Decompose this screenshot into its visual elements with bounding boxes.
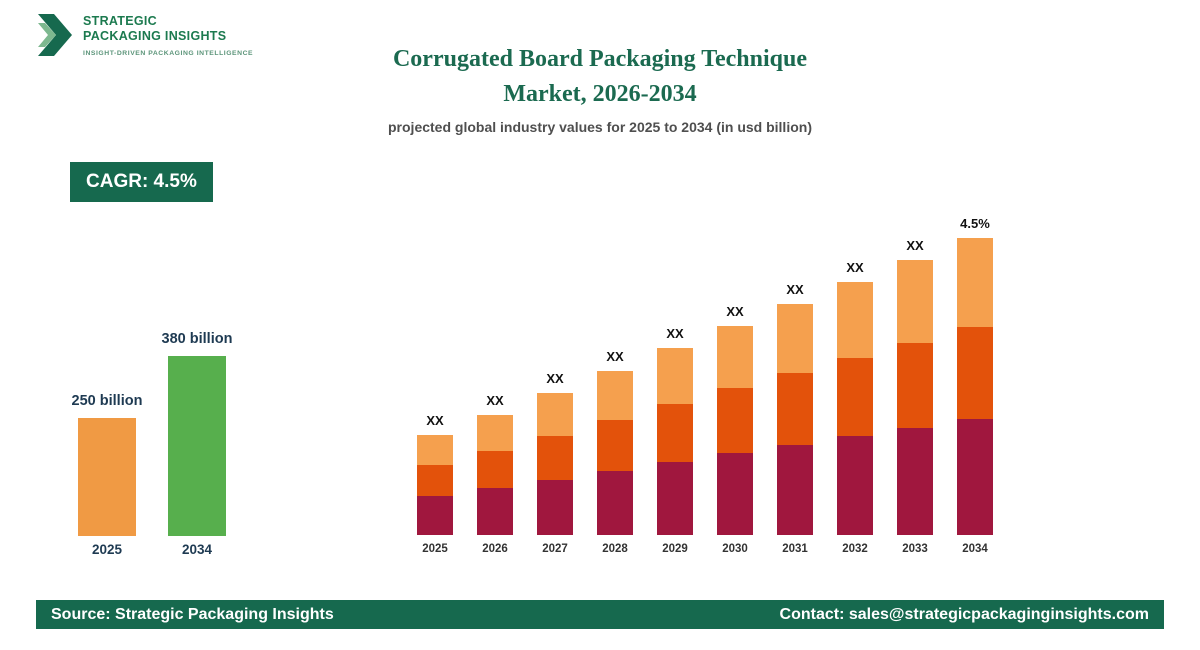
segment-middle <box>537 436 573 480</box>
stacked-bar <box>657 348 693 535</box>
segment-top <box>957 238 993 327</box>
stacked-bar <box>897 260 933 535</box>
summary-year-label: 2025 <box>91 542 123 557</box>
segment-middle <box>777 373 813 445</box>
segment-bottom <box>717 453 753 535</box>
stacked-bar-group: XX 2031 <box>765 282 825 557</box>
segment-bottom <box>837 436 873 535</box>
stacked-bar-group: XX 2032 <box>825 260 885 557</box>
year-label: 2030 <box>722 543 748 555</box>
segment-middle <box>597 420 633 471</box>
segment-bottom <box>417 496 453 535</box>
segment-middle <box>717 388 753 453</box>
segment-top <box>837 282 873 358</box>
segment-top <box>537 393 573 436</box>
bar-top-label: XX <box>606 349 624 364</box>
bar-top-label: 4.5% <box>960 216 990 231</box>
segment-middle <box>477 451 513 488</box>
footer-source: Source: Strategic Packaging Insights <box>51 605 334 623</box>
year-label: 2025 <box>422 543 448 555</box>
stacked-bar <box>957 238 993 535</box>
footer-contact: Contact: sales@strategicpackaginginsight… <box>779 605 1149 623</box>
summary-value-label: 250 billion <box>71 393 143 409</box>
projection-stacked-chart: XX 2025 XX 2026 XX 2027 XX 2028 XX 2029 XX 2030 XX 20… <box>405 216 1005 557</box>
stacked-bar-group: XX 2033 <box>885 238 945 557</box>
segment-bottom <box>477 488 513 535</box>
stacked-bar-group: 4.5% 2034 <box>945 216 1005 557</box>
year-label: 2031 <box>782 543 808 555</box>
summary-year-label: 2034 <box>181 542 213 557</box>
bar-top-label: XX <box>846 260 864 275</box>
bar-top-label: XX <box>546 371 564 386</box>
stacked-bar-group: XX 2030 <box>705 304 765 557</box>
year-label: 2028 <box>602 543 628 555</box>
logo: STRATEGIC PACKAGING INSIGHTS INSIGHT-DRI… <box>36 12 253 63</box>
segment-bottom <box>597 471 633 535</box>
stacked-bar <box>777 304 813 535</box>
segment-bottom <box>537 480 573 535</box>
summary-bar-group: 250 billion 2025 <box>72 393 143 559</box>
summary-bar <box>168 356 226 536</box>
year-label: 2026 <box>482 543 508 555</box>
stacked-bar-group: XX 2027 <box>525 371 585 557</box>
segment-middle <box>957 327 993 419</box>
segment-top <box>477 415 513 451</box>
segment-top <box>657 348 693 404</box>
segment-top <box>777 304 813 373</box>
segment-top <box>717 326 753 388</box>
segment-top <box>417 435 453 465</box>
stacked-bar-group: XX 2028 <box>585 349 645 557</box>
footer-bar: Source: Strategic Packaging Insights Con… <box>36 600 1164 629</box>
stacked-bar <box>597 371 633 535</box>
bar-top-label: XX <box>486 393 504 408</box>
summary-value-label: 380 billion <box>161 331 233 347</box>
stacked-bar-group: XX 2029 <box>645 326 705 557</box>
stacked-bar-group: XX 2026 <box>465 393 525 557</box>
segment-top <box>897 260 933 343</box>
stacked-bar <box>477 415 513 535</box>
page-title-line-2: Market, 2026-2034 <box>503 81 697 107</box>
summary-chart: 250 billion 2025 380 billion 2034 <box>72 331 233 559</box>
logo-line-2: PACKAGING INSIGHTS <box>83 29 227 43</box>
segment-middle <box>417 465 453 496</box>
header: Corrugated Board Packaging Technique Mar… <box>0 42 1200 135</box>
segment-bottom <box>957 419 993 535</box>
bar-top-label: XX <box>786 282 804 297</box>
bar-top-label: XX <box>666 326 684 341</box>
logo-text: STRATEGIC PACKAGING INSIGHTS INSIGHT-DRI… <box>83 12 253 57</box>
segment-top <box>597 371 633 420</box>
stacked-bar <box>417 435 453 535</box>
year-label: 2029 <box>662 543 688 555</box>
page-title-line-1: Corrugated Board Packaging Technique <box>392 46 808 72</box>
cagr-badge: CAGR: 4.5% <box>70 162 213 202</box>
segment-bottom <box>657 462 693 535</box>
bar-top-label: XX <box>426 413 444 428</box>
segment-middle <box>837 358 873 436</box>
bar-top-label: XX <box>906 238 924 253</box>
summary-bar <box>78 418 136 536</box>
year-label: 2027 <box>542 543 568 555</box>
logo-line-1: STRATEGIC <box>83 14 157 28</box>
segment-middle <box>897 343 933 428</box>
year-label: 2032 <box>842 543 868 555</box>
stacked-bar <box>837 282 873 535</box>
segment-bottom <box>777 445 813 535</box>
chevron-logo-icon <box>36 12 74 63</box>
segment-middle <box>657 404 693 462</box>
stacked-bar-group: XX 2025 <box>405 413 465 557</box>
bar-top-label: XX <box>726 304 744 319</box>
summary-bar-group: 380 billion 2034 <box>162 331 233 559</box>
logo-tagline: INSIGHT-DRIVEN PACKAGING INTELLIGENCE <box>83 50 254 57</box>
stacked-bar <box>537 393 573 535</box>
stacked-bar <box>717 326 753 535</box>
year-label: 2034 <box>962 543 988 555</box>
year-label: 2033 <box>902 543 928 555</box>
page-subtitle: projected global industry values for 202… <box>388 119 812 135</box>
segment-bottom <box>897 428 933 535</box>
